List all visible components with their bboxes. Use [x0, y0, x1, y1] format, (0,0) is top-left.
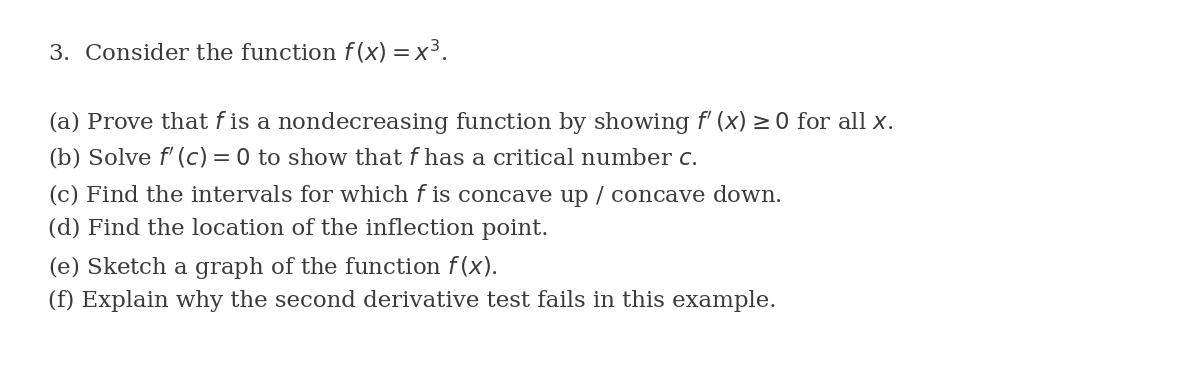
Text: (e) Sketch a graph of the function $f\,(x)$.: (e) Sketch a graph of the function $f\,(… [48, 254, 498, 281]
Text: (d) Find the location of the inflection point.: (d) Find the location of the inflection … [48, 218, 548, 240]
Text: 3.  Consider the function $f\,(x) = x^3$.: 3. Consider the function $f\,(x) = x^3$. [48, 38, 448, 65]
Text: (c) Find the intervals for which $f$ is concave up / concave down.: (c) Find the intervals for which $f$ is … [48, 182, 782, 209]
Text: (a) Prove that $f$ is a nondecreasing function by showing $f'\,(x) \geq 0$ for a: (a) Prove that $f$ is a nondecreasing fu… [48, 110, 893, 138]
Text: (b) Solve $f'\,(c) = 0$ to show that $f$ has a critical number $c$.: (b) Solve $f'\,(c) = 0$ to show that $f$… [48, 146, 698, 172]
Text: (f) Explain why the second derivative test fails in this example.: (f) Explain why the second derivative te… [48, 290, 776, 312]
